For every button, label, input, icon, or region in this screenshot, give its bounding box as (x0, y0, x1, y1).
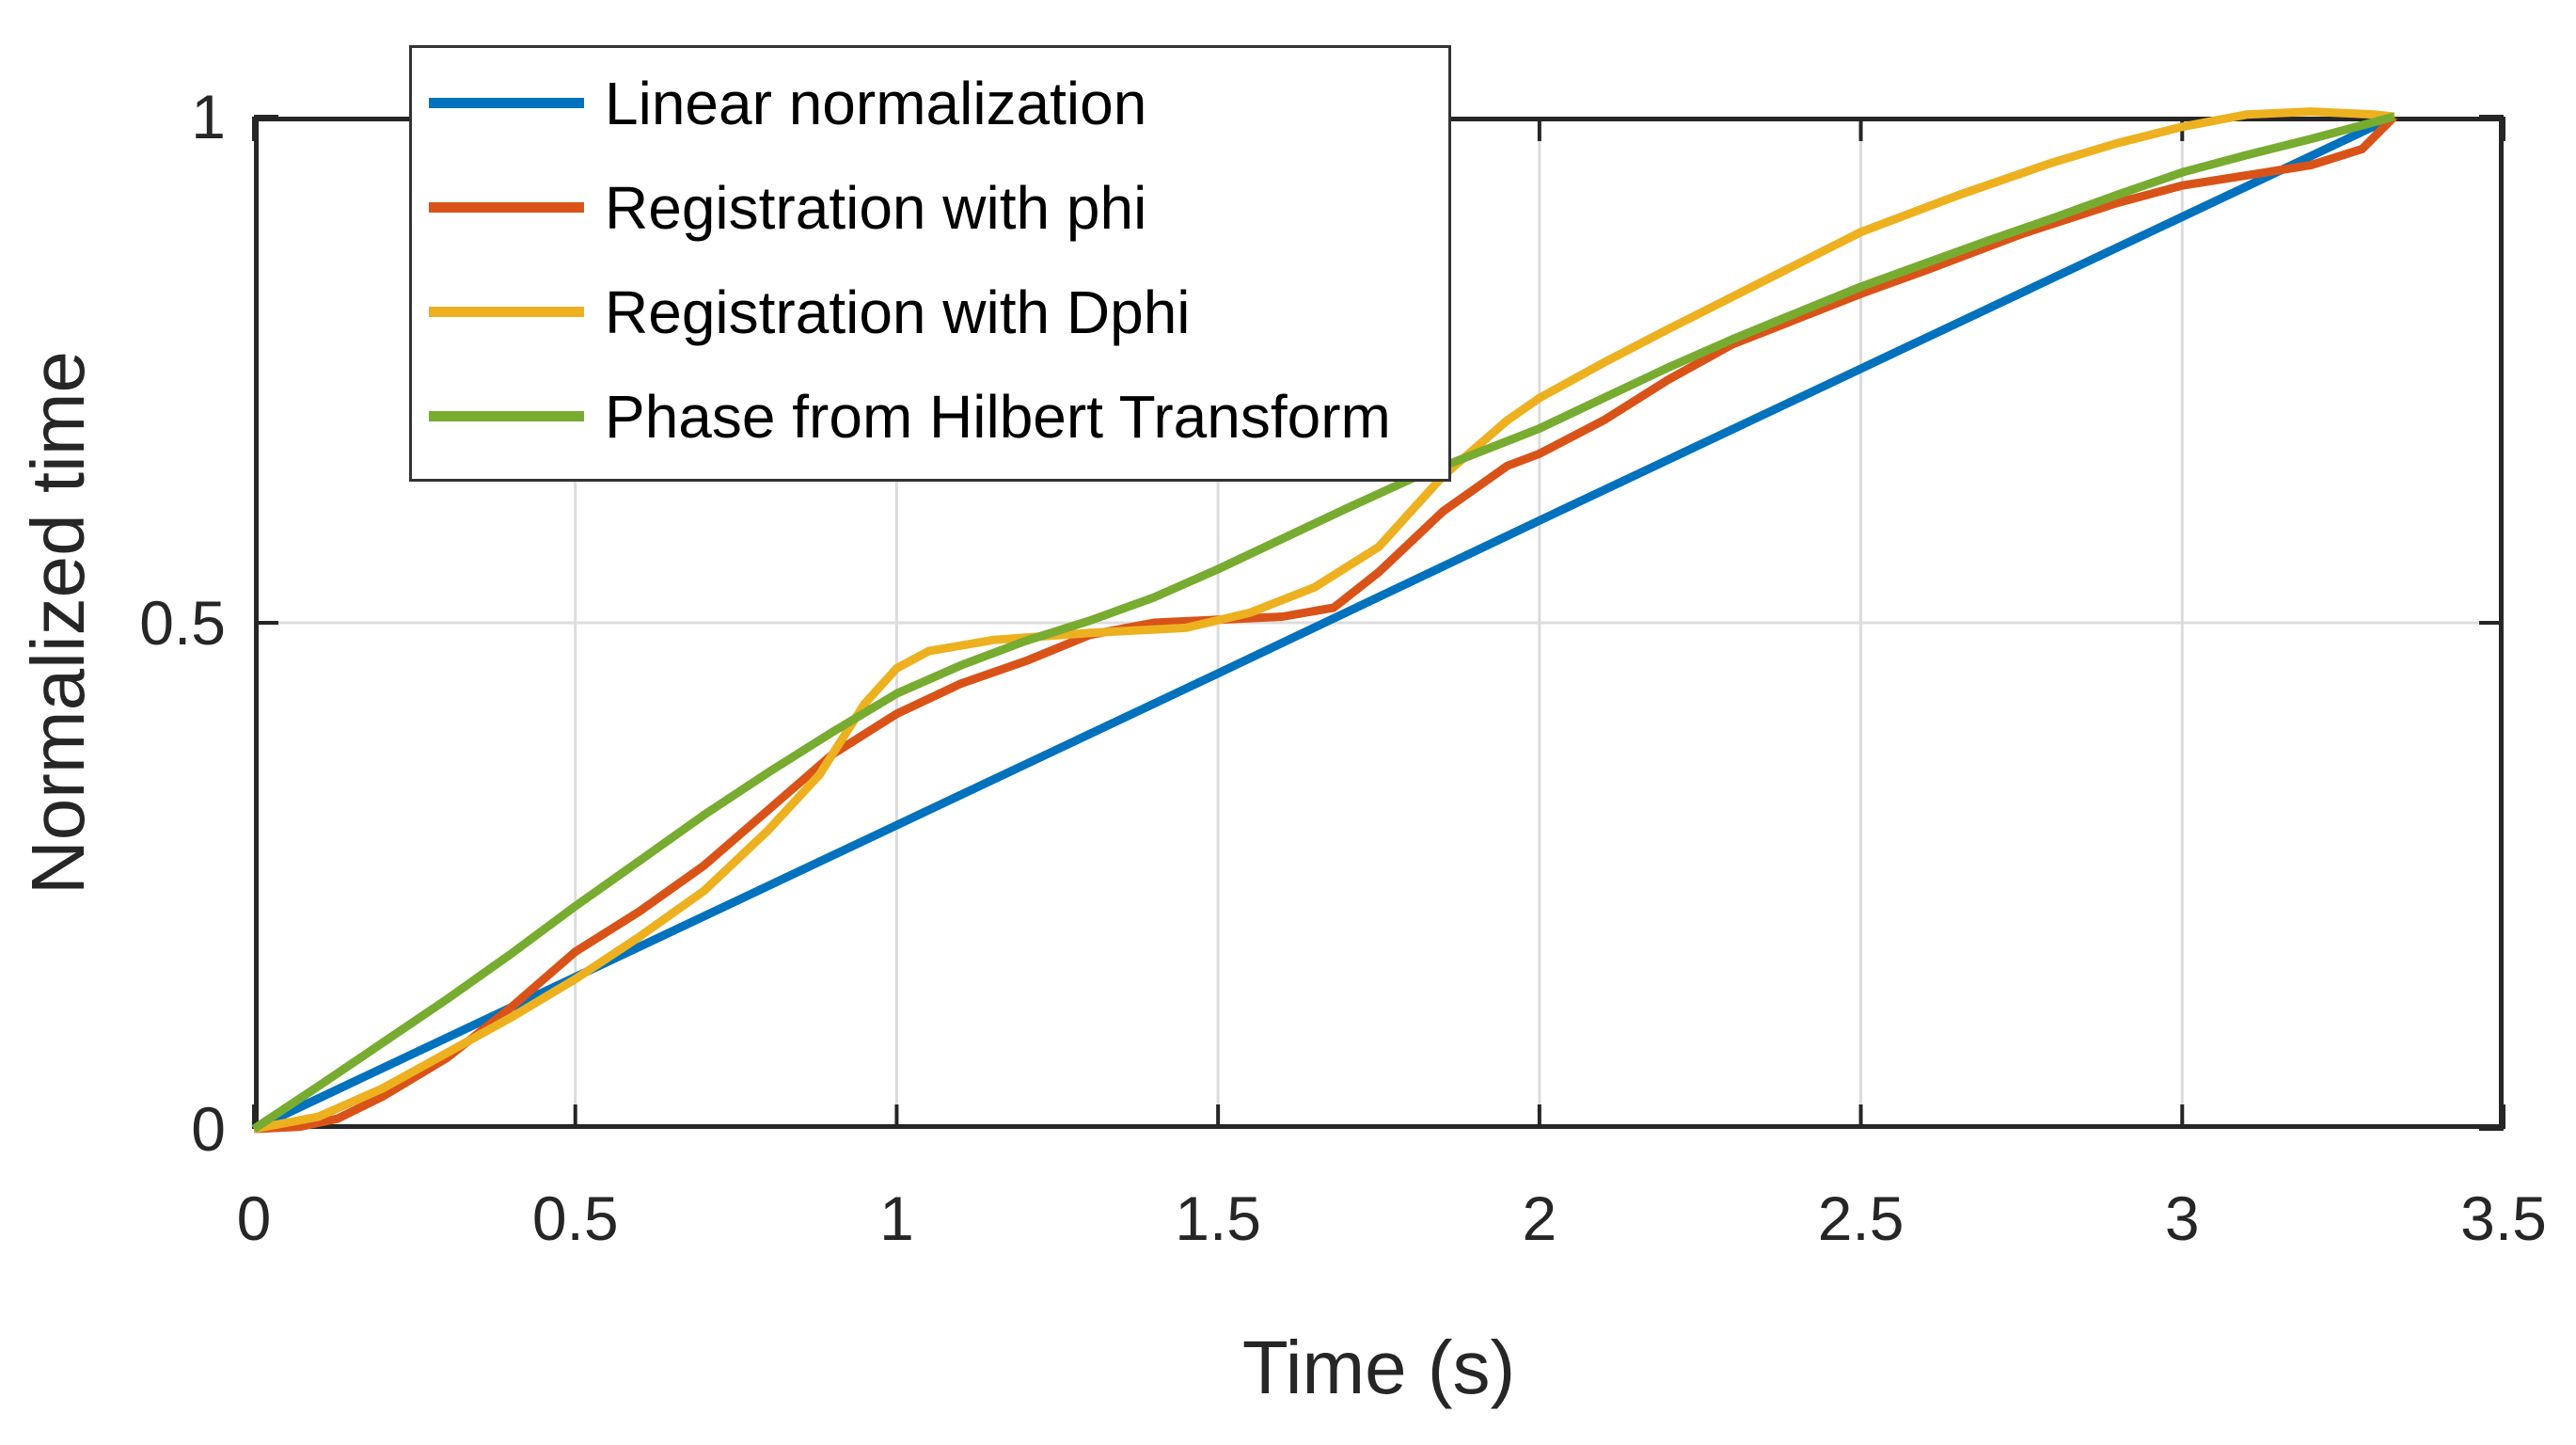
series-line-phase-from-hilbert-transform (251, 112, 2395, 1133)
y-tick-label: 0.5 (139, 588, 226, 658)
x-tick-label: 1 (879, 1183, 914, 1253)
legend-line-sample (429, 411, 584, 421)
x-tick-label: 2 (1522, 1183, 1557, 1253)
series-line-linear-normalization (252, 112, 2396, 1134)
legend-label: Phase from Hilbert Transform (605, 382, 1391, 451)
series-line-registration-with-phi (253, 113, 2397, 1134)
legend-item-registration-with-dphi: Registration with Dphi (412, 260, 1448, 364)
series-line-registration-with-dphi (253, 107, 2395, 1134)
legend-line-sample (429, 307, 584, 317)
legend-label: Registration with phi (605, 173, 1147, 242)
y-axis-label: Normalized time (16, 351, 100, 895)
legend-line-sample (429, 98, 584, 108)
x-axis-label: Time (s) (1241, 1326, 1516, 1409)
legend-label: Registration with Dphi (605, 278, 1191, 346)
legend-label: Linear normalization (605, 69, 1147, 137)
y-tick-label: 1 (191, 82, 226, 151)
x-tick-label: 2.5 (1817, 1183, 1904, 1253)
legend-item-registration-with-phi: Registration with phi (412, 155, 1448, 260)
legend-line-sample (429, 202, 584, 213)
plot-area (251, 107, 2505, 1134)
legend-item-phase-from-hilbert-transform: Phase from Hilbert Transform (412, 364, 1448, 468)
x-tick-label: 1.5 (1175, 1183, 1262, 1253)
legend-item-linear-normalization: Linear normalization (412, 51, 1448, 155)
x-tick-label: 0.5 (531, 1183, 619, 1253)
x-tick-label: 3 (2164, 1183, 2200, 1253)
x-tick-label: 0 (236, 1183, 272, 1253)
x-tick-label: 3.5 (2460, 1183, 2547, 1253)
legend-box: Linear normalization Registration with ph… (409, 45, 1451, 482)
y-tick-label: 0 (191, 1094, 226, 1164)
